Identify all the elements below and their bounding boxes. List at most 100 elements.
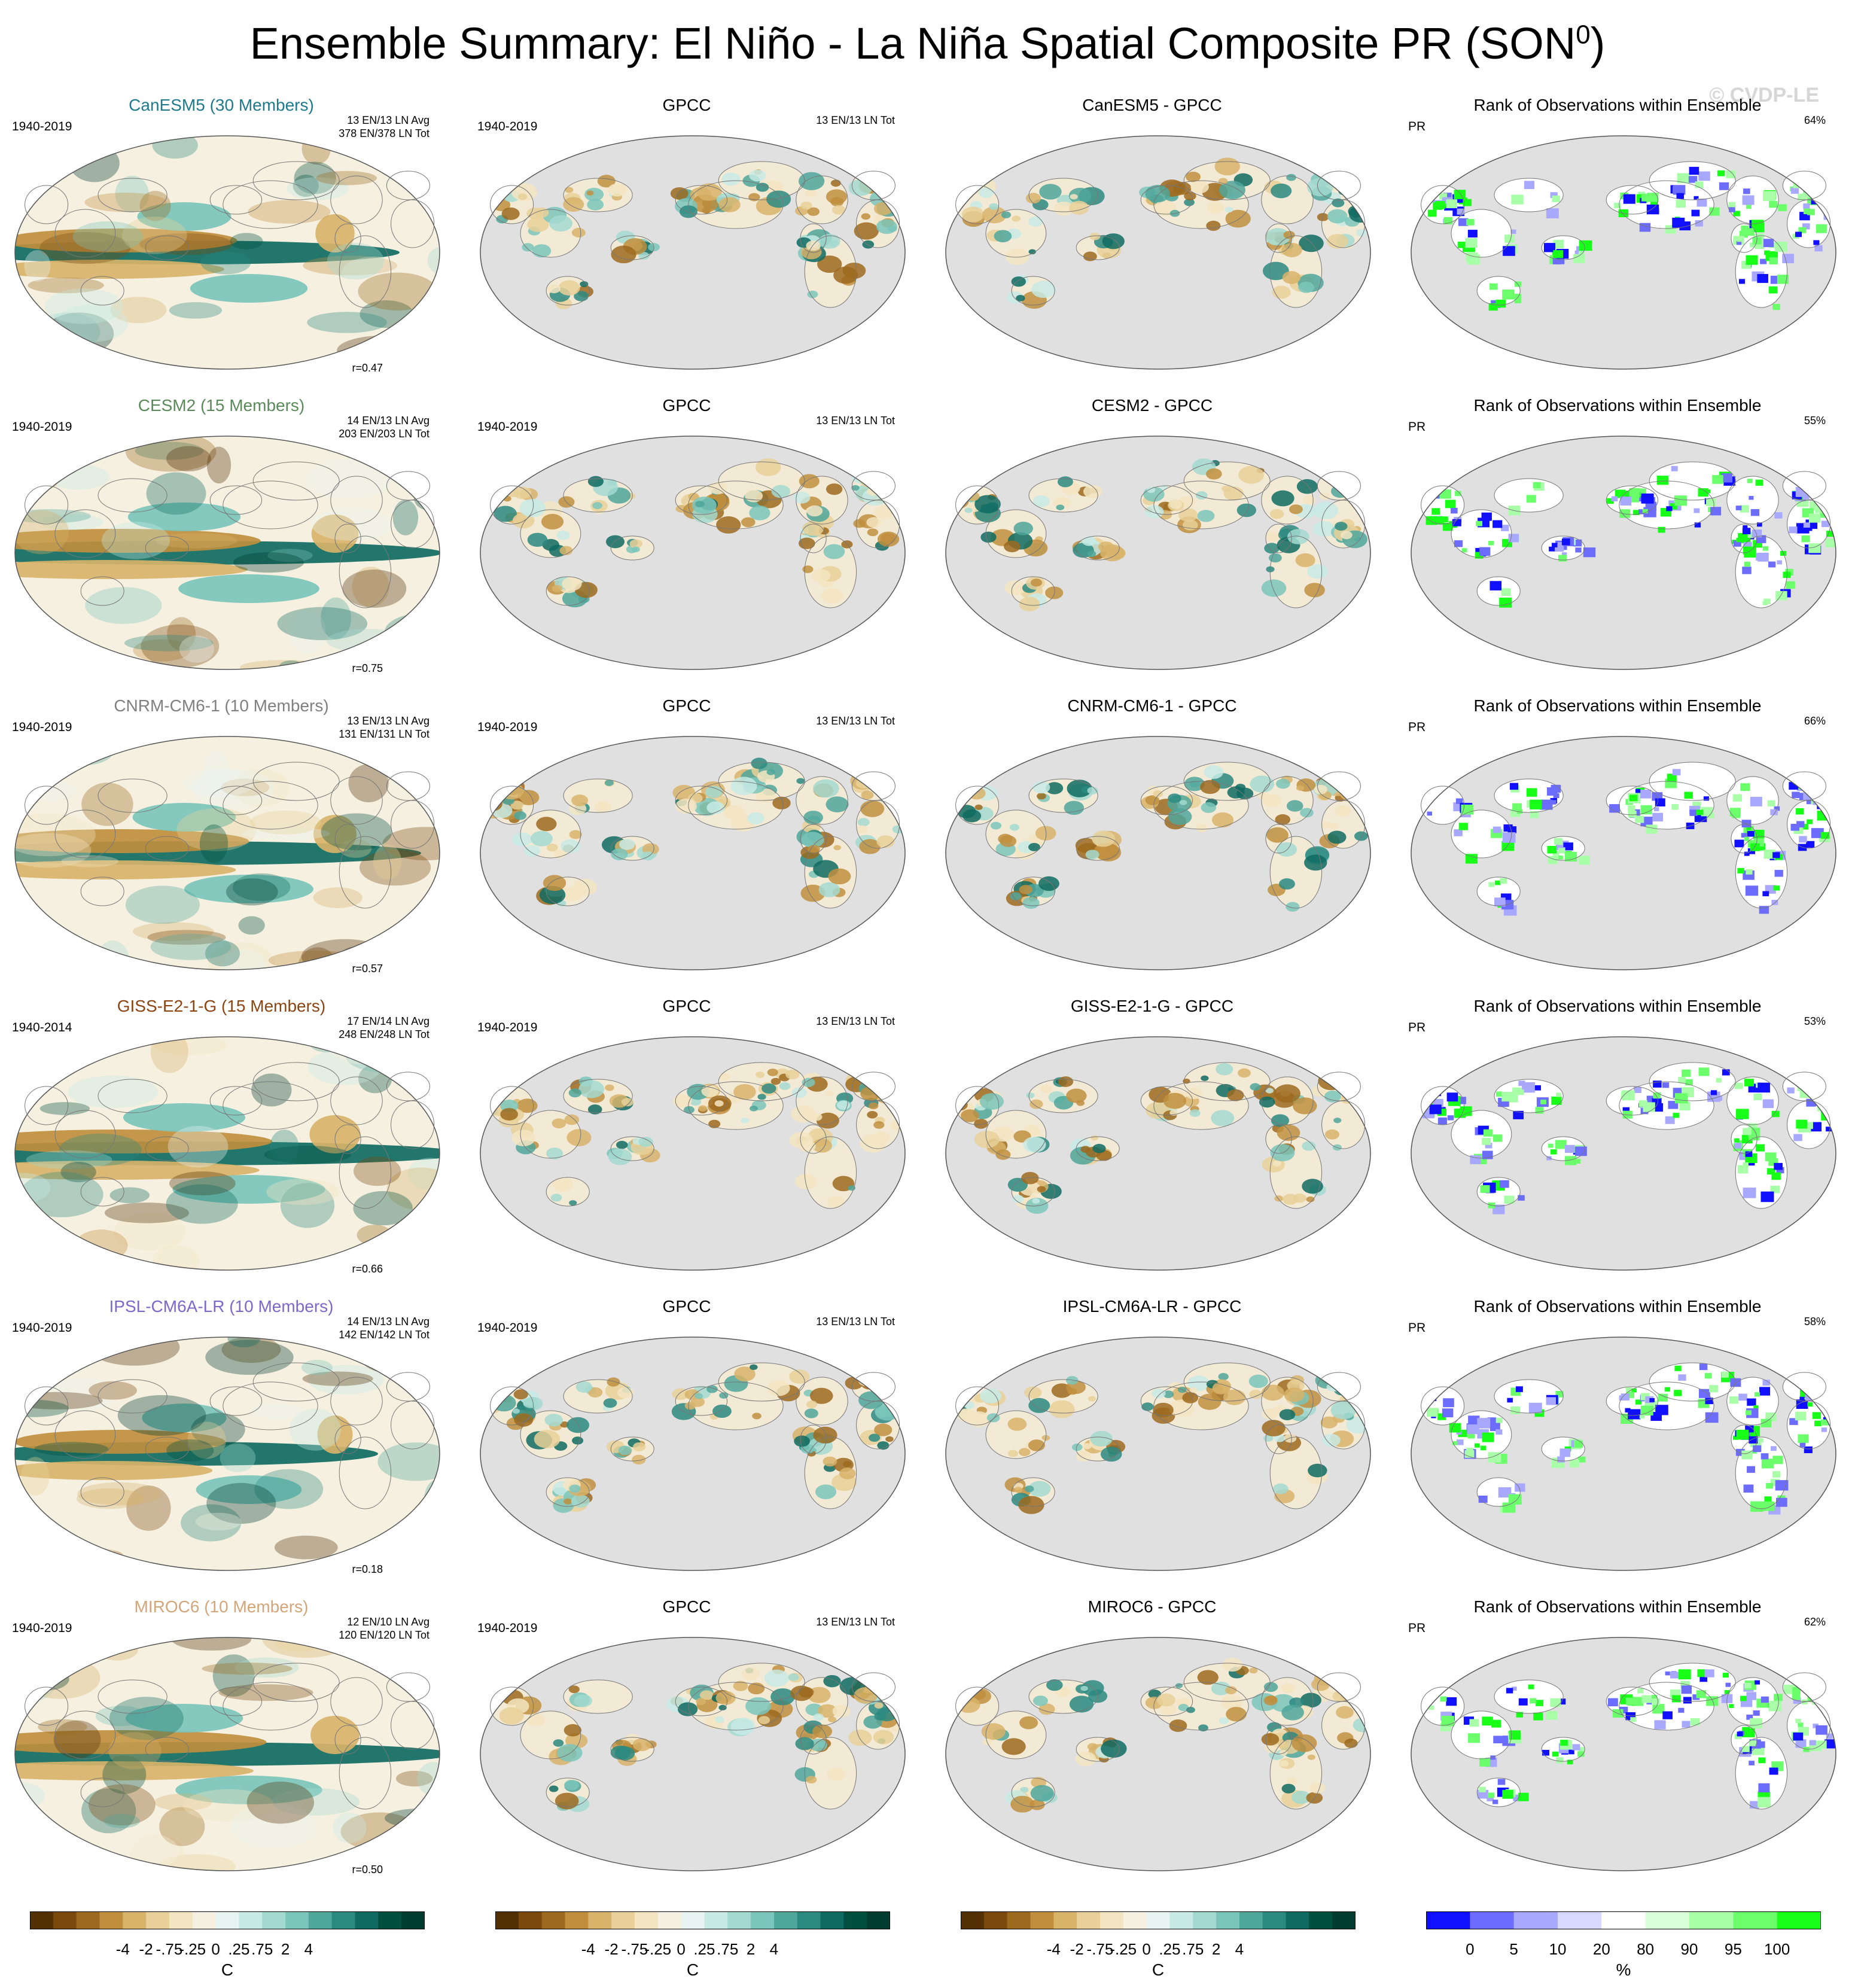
panel-obs-row-2: GPCC 1940-2019 13 EN/13 LN Tot (465, 396, 908, 677)
field-cell (1312, 520, 1335, 537)
field-cell (556, 531, 570, 540)
field-cell (1307, 564, 1328, 579)
field-cell (1634, 1086, 1642, 1093)
field-cell (553, 1739, 564, 1747)
coastline (1494, 1379, 1564, 1414)
field-cell (1646, 824, 1658, 834)
field-cell (1195, 491, 1208, 500)
field-cell (1793, 1134, 1802, 1141)
field-cell (1028, 216, 1043, 227)
field-cell (833, 845, 842, 851)
field-cell (1778, 204, 1787, 211)
field-cell (1814, 245, 1823, 252)
coastline (145, 836, 189, 861)
field-cell (1640, 1405, 1653, 1416)
field-cell (1344, 1072, 1361, 1085)
colorbar-rank-4: 0 5 10 20 80 90 95 100% (1426, 1911, 1821, 1979)
coastline (955, 1386, 1000, 1426)
field-cell (1324, 1091, 1341, 1103)
field-cell (1250, 775, 1275, 793)
field-cell (1725, 170, 1736, 178)
field-cell (552, 584, 562, 592)
event-count-line: 13 EN/13 LN Tot (816, 1316, 895, 1328)
field-cell (1454, 190, 1466, 199)
coastline (1153, 781, 1249, 830)
field-cell (1482, 1432, 1494, 1442)
colorbar-swatch (1099, 1911, 1124, 1929)
coastline (546, 1477, 590, 1507)
field-cell (1826, 531, 1834, 537)
field-blob (350, 1337, 432, 1350)
field-cell (1479, 1758, 1490, 1767)
field-cell (1671, 1695, 1681, 1703)
coastline (1261, 776, 1314, 825)
field-cell (1749, 495, 1754, 500)
field-cell (1699, 1363, 1708, 1371)
field-cell (813, 1713, 824, 1721)
field-cell (1197, 510, 1215, 522)
field-cell (1777, 560, 1782, 565)
field-cell (1805, 774, 1811, 778)
field-band (15, 1430, 226, 1454)
field-cell (522, 243, 534, 252)
field-cell (1201, 802, 1217, 813)
field-cell (1141, 1402, 1154, 1411)
map-border (945, 736, 1371, 970)
field-cell (1557, 1456, 1565, 1463)
field-cell (878, 1374, 887, 1381)
field-layer (946, 436, 1370, 669)
field-cell (1756, 553, 1766, 561)
field-cell (1546, 208, 1559, 218)
coastline (334, 523, 361, 553)
field-cell (1641, 493, 1654, 504)
field-cell (741, 1118, 750, 1124)
field-cell (1768, 561, 1776, 568)
field-cell (982, 1739, 993, 1746)
field-cell (1100, 1447, 1122, 1462)
coastline (1317, 171, 1361, 200)
field-cell (1639, 223, 1651, 232)
field-cell (1265, 228, 1291, 246)
field-cell (1798, 1722, 1804, 1727)
coastline (54, 1110, 116, 1159)
coastline (330, 175, 383, 224)
coastline (1421, 786, 1465, 825)
field-cell (1088, 1396, 1096, 1402)
field-cell (1068, 187, 1092, 204)
field-cell (1487, 1795, 1494, 1801)
field-cell (541, 514, 564, 530)
colorbar-tick-label: -2 (139, 1940, 153, 1958)
coastline (98, 478, 167, 513)
field-cell (1007, 1417, 1027, 1431)
field-cell (1309, 1782, 1326, 1794)
colorbar-border (961, 1911, 1356, 1929)
field-band (15, 529, 261, 553)
field-cell (586, 190, 594, 196)
coastline (1782, 1672, 1826, 1702)
field-cell (1227, 1089, 1244, 1101)
field-blob (109, 1187, 150, 1204)
field-blob (221, 1337, 281, 1363)
field-cell (813, 779, 839, 798)
field-cell (1304, 583, 1325, 598)
panel-event-counts: 17 EN/14 LN Avg 248 EN/248 LN Tot (339, 1015, 430, 1041)
field-cell (1483, 1129, 1493, 1137)
coastline (145, 1436, 189, 1462)
coastline (985, 1710, 1047, 1759)
field-blob (159, 1807, 205, 1846)
field-blob (377, 1442, 440, 1481)
field-cell (1439, 193, 1448, 200)
field-cell (1550, 192, 1558, 199)
field-cell (1649, 1398, 1655, 1402)
field-cell (1327, 830, 1347, 844)
field-cell (1346, 474, 1363, 486)
field-cell (1032, 1695, 1048, 1706)
field-cell (560, 1421, 569, 1428)
field-cell (1495, 1417, 1503, 1423)
field-cell (546, 1147, 563, 1159)
field-blob (146, 472, 206, 515)
field-cell (1461, 548, 1467, 553)
field-cell (1494, 880, 1501, 885)
field-cell (1306, 178, 1333, 197)
field-blob (227, 1337, 261, 1348)
